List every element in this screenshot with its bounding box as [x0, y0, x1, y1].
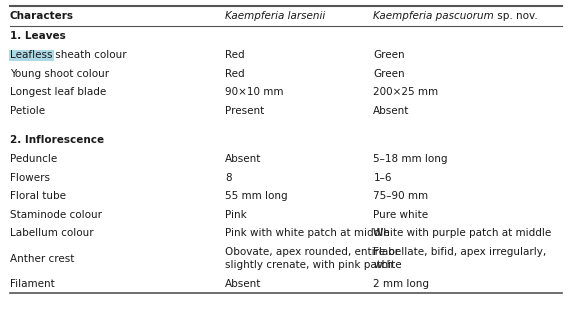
Text: 1. Leaves: 1. Leaves — [10, 31, 66, 41]
Text: Kaempferia pascuorum: Kaempferia pascuorum — [373, 11, 494, 21]
Text: Floral tube: Floral tube — [10, 191, 66, 201]
Text: 5–18 mm long: 5–18 mm long — [373, 154, 448, 164]
Text: Flabellate, bifid, apex irregularly,: Flabellate, bifid, apex irregularly, — [373, 247, 547, 257]
Text: Red: Red — [225, 69, 245, 79]
Text: Pink: Pink — [225, 210, 247, 220]
Text: 2 mm long: 2 mm long — [373, 279, 429, 289]
Text: Kaempferia larsenii: Kaempferia larsenii — [225, 11, 325, 21]
Text: 2. Inflorescence: 2. Inflorescence — [10, 135, 104, 145]
Text: 75–90 mm: 75–90 mm — [373, 191, 429, 201]
Text: Pure white: Pure white — [373, 210, 429, 220]
Text: Staminode colour: Staminode colour — [10, 210, 102, 220]
Text: slightly crenate, with pink patch: slightly crenate, with pink patch — [225, 260, 393, 270]
Text: 55 mm long: 55 mm long — [225, 191, 288, 201]
Text: Young shoot colour: Young shoot colour — [10, 69, 109, 79]
Text: 1–6: 1–6 — [373, 173, 392, 183]
Text: sp. nov.: sp. nov. — [494, 11, 538, 21]
Text: Characters: Characters — [10, 11, 74, 21]
Text: Absent: Absent — [225, 279, 262, 289]
Text: Green: Green — [373, 69, 405, 79]
Text: Absent: Absent — [225, 154, 262, 164]
Text: 8: 8 — [225, 173, 232, 183]
Text: 90×10 mm: 90×10 mm — [225, 87, 284, 97]
Text: Filament: Filament — [10, 279, 55, 289]
Text: Longest leaf blade: Longest leaf blade — [10, 87, 106, 97]
Text: Leafless: Leafless — [10, 50, 52, 60]
Text: Obovate, apex rounded, entire or: Obovate, apex rounded, entire or — [225, 247, 399, 257]
Text: Petiole: Petiole — [10, 106, 45, 116]
Text: White with purple patch at middle: White with purple patch at middle — [373, 228, 552, 238]
Text: 200×25 mm: 200×25 mm — [373, 87, 438, 97]
Text: Present: Present — [225, 106, 264, 116]
Text: Peduncle: Peduncle — [10, 154, 57, 164]
Text: Green: Green — [373, 50, 405, 60]
Text: Anther crest: Anther crest — [10, 253, 74, 264]
Text: Flowers: Flowers — [10, 173, 50, 183]
Text: Labellum colour: Labellum colour — [10, 228, 93, 238]
FancyBboxPatch shape — [9, 50, 54, 61]
Text: Red: Red — [225, 50, 245, 60]
Text: sheath colour: sheath colour — [52, 50, 127, 60]
Text: Pink with white patch at middle: Pink with white patch at middle — [225, 228, 390, 238]
Text: Absent: Absent — [373, 106, 410, 116]
Text: white: white — [373, 260, 402, 270]
